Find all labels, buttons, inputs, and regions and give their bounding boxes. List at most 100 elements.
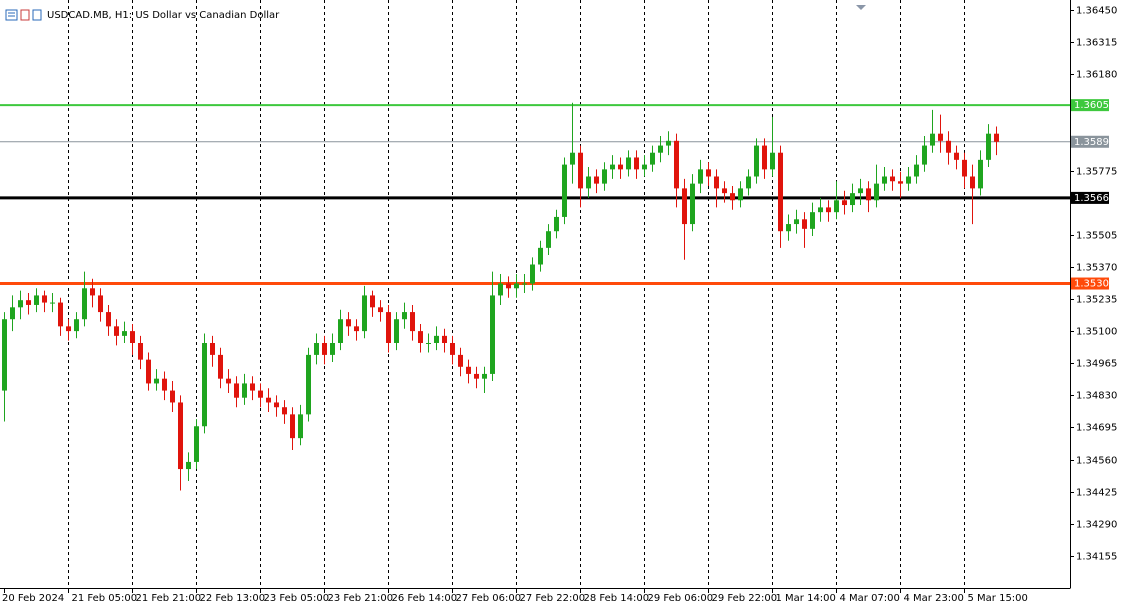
candle-body bbox=[810, 212, 815, 229]
x-tick-label: 21 Feb 21:00 bbox=[136, 593, 202, 604]
candle-body bbox=[178, 402, 183, 470]
candle-body bbox=[34, 295, 39, 305]
candle-body bbox=[506, 283, 511, 289]
candle-body bbox=[322, 343, 327, 355]
candle-body bbox=[258, 390, 263, 398]
y-tick-label: 1.36180 bbox=[1076, 70, 1117, 81]
candle-body bbox=[906, 176, 911, 184]
candle-body bbox=[242, 383, 247, 398]
candle-body bbox=[994, 133, 999, 142]
x-tick-label: 29 Feb 06:00 bbox=[648, 593, 714, 604]
candle-body bbox=[426, 343, 431, 344]
x-tick-label: 26 Feb 14:00 bbox=[392, 593, 458, 604]
x-tick-label: 27 Feb 22:00 bbox=[520, 593, 586, 604]
candle-body bbox=[154, 378, 159, 384]
candle-body bbox=[26, 300, 31, 305]
x-tick-label: 28 Feb 14:00 bbox=[584, 593, 650, 604]
candle-body bbox=[554, 216, 559, 232]
price-level-tag bbox=[1071, 99, 1109, 112]
candle-body bbox=[834, 200, 839, 213]
candle-body bbox=[98, 295, 103, 313]
y-tick-label: 1.34155 bbox=[1076, 552, 1117, 563]
candle-body bbox=[722, 188, 727, 194]
candle-body bbox=[226, 378, 231, 384]
candle-body bbox=[410, 312, 415, 332]
y-tick-label: 1.35100 bbox=[1076, 327, 1117, 338]
candle-body bbox=[186, 461, 191, 470]
candle-body bbox=[138, 343, 143, 360]
candle-body bbox=[466, 366, 471, 374]
candle-body bbox=[794, 219, 799, 225]
candle-body bbox=[922, 145, 927, 165]
candle-body bbox=[194, 426, 199, 462]
candle-body bbox=[674, 140, 679, 189]
candle-body bbox=[10, 307, 15, 320]
x-tick-label: 21 Feb 05:00 bbox=[72, 593, 138, 604]
candle-body bbox=[514, 283, 519, 289]
y-tick-label: 1.36315 bbox=[1076, 38, 1117, 49]
candle-body bbox=[58, 302, 63, 327]
icon bbox=[32, 9, 42, 21]
candle-body bbox=[890, 176, 895, 182]
candle-body bbox=[898, 181, 903, 184]
candle-body bbox=[938, 133, 943, 141]
candle-body bbox=[970, 176, 975, 189]
x-tick-label: 29 Feb 22:00 bbox=[712, 593, 778, 604]
candle-body bbox=[146, 359, 151, 384]
candle-body bbox=[730, 193, 735, 201]
candle-body bbox=[594, 176, 599, 184]
price-axis: 1.36450 1.36315 1.36180 1.35775 1.35505 1.353… bbox=[1070, 6, 1117, 563]
candle-body bbox=[562, 164, 567, 217]
candle-body bbox=[930, 133, 935, 146]
price-level-label: 1.36050 bbox=[1074, 100, 1115, 111]
candle-body bbox=[698, 169, 703, 184]
candle-body bbox=[778, 152, 783, 232]
candle-body bbox=[362, 295, 367, 332]
candle-body bbox=[474, 373, 479, 379]
candle-body bbox=[786, 224, 791, 232]
candle-body bbox=[170, 390, 175, 403]
candle-body bbox=[274, 402, 279, 408]
candle-body bbox=[378, 307, 383, 313]
y-tick-label: 1.36450 bbox=[1076, 6, 1117, 17]
candle-body bbox=[418, 331, 423, 343]
candle-body bbox=[578, 152, 583, 189]
candle-body bbox=[546, 231, 551, 248]
x-tick-label: 23 Feb 21:00 bbox=[328, 593, 394, 604]
y-tick-label: 1.34830 bbox=[1076, 391, 1117, 402]
y-tick-label: 1.34695 bbox=[1076, 423, 1117, 434]
candle-body bbox=[442, 335, 447, 343]
candle-body bbox=[490, 295, 495, 374]
candle-body bbox=[306, 354, 311, 415]
icon bbox=[5, 9, 18, 21]
candle-body bbox=[346, 319, 351, 327]
x-tick-label: 5 Mar 15:00 bbox=[968, 593, 1028, 604]
candle-body bbox=[570, 152, 575, 165]
price-level-tag bbox=[1071, 135, 1109, 148]
candle-body bbox=[402, 312, 407, 320]
candle-body bbox=[162, 378, 167, 391]
candle-body bbox=[706, 169, 711, 177]
candle-body bbox=[618, 164, 623, 170]
y-tick-label: 1.35505 bbox=[1076, 231, 1117, 242]
candle-body bbox=[130, 331, 135, 343]
candles bbox=[2, 102, 999, 491]
candle-body bbox=[978, 159, 983, 189]
y-tick-label: 1.35775 bbox=[1076, 167, 1117, 178]
candle-body bbox=[290, 414, 295, 439]
candle-body bbox=[2, 319, 7, 391]
price-level-label: 1.35896 bbox=[1074, 137, 1115, 148]
candle-body bbox=[738, 188, 743, 201]
shift-marker bbox=[856, 5, 866, 10]
icon bbox=[20, 9, 30, 21]
candle-body bbox=[610, 164, 615, 170]
candle-body bbox=[74, 319, 79, 332]
candle-body bbox=[282, 407, 287, 415]
candle-body bbox=[122, 331, 127, 336]
x-tick-label: 23 Feb 05:00 bbox=[264, 593, 330, 604]
candle-body bbox=[42, 295, 47, 303]
candle-body bbox=[714, 176, 719, 189]
candle-body bbox=[946, 140, 951, 153]
candle-body bbox=[314, 343, 319, 355]
price-level-tag bbox=[1071, 191, 1109, 204]
